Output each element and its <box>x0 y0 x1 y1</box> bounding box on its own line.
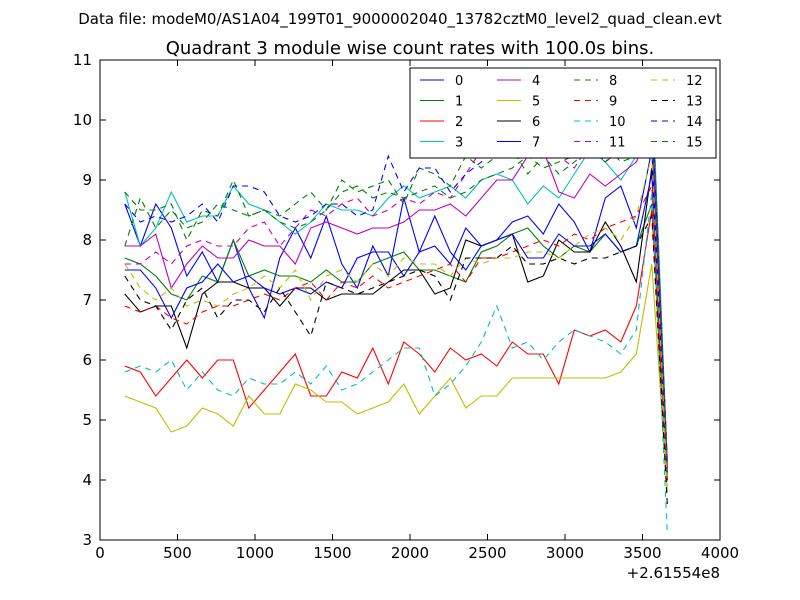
legend-label-15: 15 <box>686 136 703 151</box>
legend-box <box>409 67 717 159</box>
axis-layer: 0 500 1000 1500 2000 2500 3000 3500 4000 3 4 5 6 7 8 9 1… <box>73 51 739 562</box>
series-line-11 <box>124 95 668 469</box>
series-line-7 <box>124 173 668 475</box>
series-line-4 <box>124 125 668 463</box>
legend-label-9: 9 <box>609 95 617 110</box>
legend-label-12: 12 <box>686 74 703 89</box>
x-tick-label: 4000 <box>701 544 739 562</box>
x-tick-label: 2500 <box>468 544 506 562</box>
legend-label-2: 2 <box>455 115 463 130</box>
series-line-9 <box>124 183 668 487</box>
series-line-14 <box>124 107 668 463</box>
y-tick-label: 8 <box>82 231 92 249</box>
legend-label-14: 14 <box>686 115 703 130</box>
series-line-12 <box>124 155 668 487</box>
x-tick-label: 500 <box>163 544 192 562</box>
y-tick-label: 9 <box>82 171 92 189</box>
legend-label-5: 5 <box>532 95 540 110</box>
x-tick-label: 2000 <box>391 544 429 562</box>
series-line-5 <box>124 263 668 493</box>
legend-label-10: 10 <box>609 115 626 130</box>
series-line-1 <box>124 203 668 481</box>
legend-label-1: 1 <box>455 95 463 110</box>
x-tick-label: 0 <box>95 544 105 562</box>
x-offset-label: +2.61554e8 <box>627 564 720 582</box>
y-tick-label: 11 <box>73 51 92 69</box>
series-line-6 <box>124 167 668 481</box>
legend-label-8: 8 <box>609 74 617 89</box>
legend-label-7: 7 <box>532 136 540 151</box>
chart-suptitle: Data file: modeM0/AS1A04_199T01_90000020… <box>78 10 722 29</box>
y-tick-label: 3 <box>82 531 92 549</box>
x-tick-label: 3500 <box>623 544 661 562</box>
legend-label-11: 11 <box>609 136 626 151</box>
x-tick-label: 1000 <box>236 544 274 562</box>
y-tick-label: 10 <box>73 111 92 129</box>
series-line-2 <box>124 209 668 481</box>
x-tick-label: 3000 <box>546 544 584 562</box>
chart-title: Quadrant 3 module wise count rates with … <box>166 38 655 59</box>
series-line-8 <box>124 113 668 475</box>
legend-label-3: 3 <box>455 136 463 151</box>
y-tick-label: 7 <box>82 291 92 309</box>
legend-label-13: 13 <box>686 95 703 110</box>
y-tick-label: 4 <box>82 471 92 489</box>
series-line-0 <box>124 149 668 469</box>
legend-label-6: 6 <box>532 115 540 130</box>
series-line-10 <box>124 191 668 535</box>
y-tick-label: 5 <box>82 411 92 429</box>
legend-label-4: 4 <box>532 74 540 89</box>
legend-label-0: 0 <box>455 74 463 89</box>
y-tick-label: 6 <box>82 351 92 369</box>
series-line-13 <box>124 213 668 505</box>
x-tick-label: 1500 <box>313 544 351 562</box>
